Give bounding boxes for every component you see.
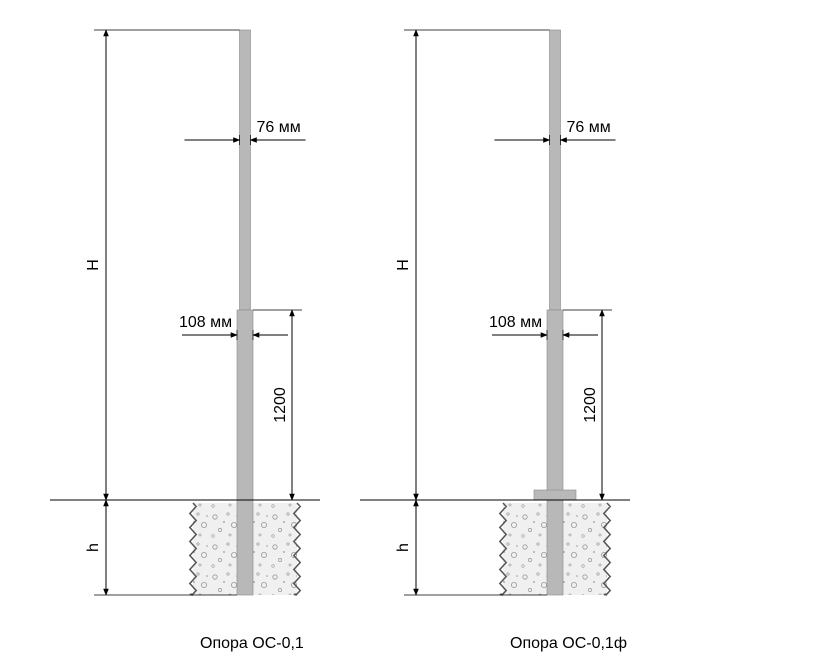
dim-76-label: 76 мм bbox=[567, 119, 611, 136]
dim-H-label: H bbox=[395, 259, 412, 271]
dim-H-label: H bbox=[85, 259, 102, 271]
dim-76-label: 76 мм bbox=[257, 119, 301, 136]
dim-1200-label: 1200 bbox=[272, 387, 289, 423]
diagram-canvas: Hh 76 мм 108 мм 1200 Опора ОС-0,1 Hh 76 мм 108 … bbox=[0, 0, 819, 672]
figure-1: Hh 76 мм 108 мм 1200 Опора ОС-0,1ф bbox=[360, 30, 630, 652]
dim-1200-label: 1200 bbox=[582, 387, 599, 423]
pole-bottom bbox=[237, 310, 253, 595]
dim-108-label: 108 мм bbox=[489, 314, 542, 331]
dim-h-label: h bbox=[395, 543, 412, 552]
dim-h-label: h bbox=[85, 543, 102, 552]
figure-0: Hh 76 мм 108 мм 1200 Опора ОС-0,1 bbox=[50, 30, 320, 652]
pole-top bbox=[240, 30, 251, 310]
pole-bottom bbox=[547, 310, 563, 595]
figure-caption: Опора ОС-0,1 bbox=[200, 635, 304, 652]
dim-108-label: 108 мм bbox=[179, 314, 232, 331]
pole-top bbox=[550, 30, 561, 310]
flange bbox=[534, 490, 576, 500]
figure-caption: Опора ОС-0,1ф bbox=[510, 635, 627, 652]
